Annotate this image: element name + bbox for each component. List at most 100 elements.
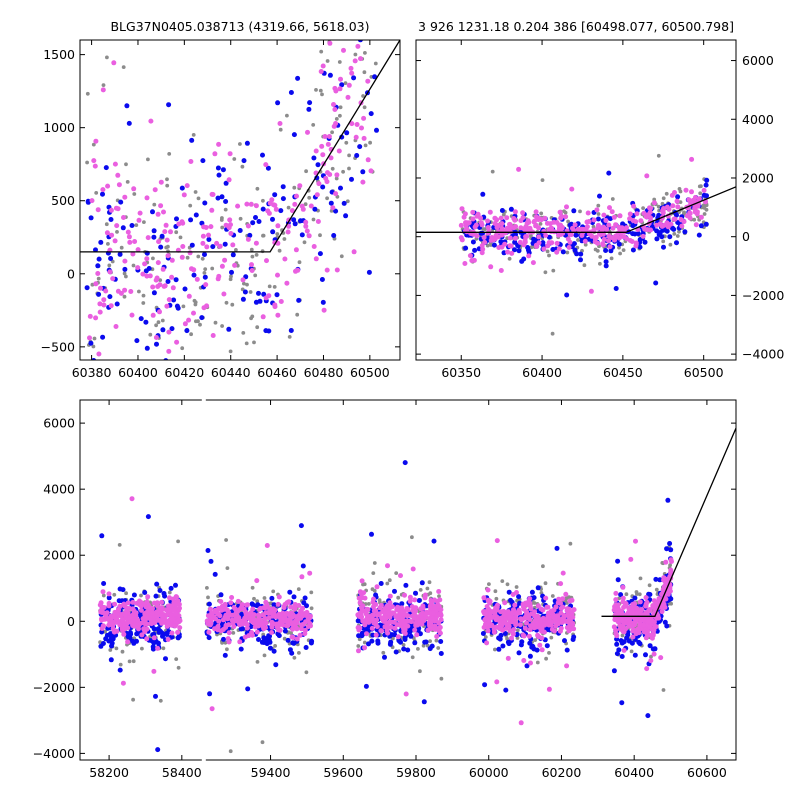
zoom-point [101,302,107,308]
full-point [387,593,393,599]
zoom-point [182,321,188,327]
zoom-point [354,122,360,127]
full-point [485,587,491,593]
full-point [502,600,508,606]
zoom-point [95,207,101,213]
full-point [417,619,422,625]
zoom-point [316,181,322,187]
zoom-point [315,219,321,224]
full-point [388,639,394,645]
full-point [407,594,413,600]
zoom-point [112,238,118,244]
full-point [130,599,136,605]
full-point [99,533,105,539]
full-point [366,602,371,606]
full-point [100,641,106,646]
full-point [519,639,525,645]
full-point [637,599,643,605]
zoom-series-2 [87,40,374,357]
wide-point [507,243,513,249]
zoom-point [242,281,246,286]
zoom-point [204,244,210,250]
wide-point [610,225,616,231]
full-point [547,651,551,655]
zoom-point [92,336,97,341]
zoom-point [115,206,121,212]
wide-point [648,227,654,233]
zoom-point [117,251,123,257]
full-point [416,598,422,603]
full-point [503,687,509,693]
zoom-point [85,160,89,165]
zoom-point [245,223,251,229]
zoom-point [156,239,162,245]
full-point [654,587,659,592]
full-point [546,618,552,624]
full-point [307,570,313,576]
zoom-point [108,303,114,309]
full-point [108,615,114,621]
full-point [135,617,141,623]
zoom-point [311,217,316,222]
full-point [357,637,362,642]
zoom-point [107,263,112,268]
full-point [388,624,394,630]
zoom-point [189,137,195,143]
wide-point [489,235,495,240]
full-point [103,629,107,634]
full-point [145,609,151,615]
full-point [294,636,300,642]
zoom-point [249,247,254,252]
zoom-point [97,309,103,315]
full-point [615,558,621,564]
full-point [157,588,163,593]
full-point [362,622,368,628]
full-point [402,460,408,466]
full-point [218,592,224,598]
full-point [437,630,443,636]
full-point [303,645,309,650]
full-point [614,633,620,639]
full-point [373,632,379,638]
zoom-point [141,301,146,305]
full-point [356,648,361,654]
full-point [632,652,638,658]
zoom-point [228,231,234,236]
zoom-point [360,169,366,175]
zoom-point [263,328,269,334]
full-point [407,629,413,635]
wide-point [678,217,684,222]
wide-point [470,239,476,245]
full-point [556,596,562,602]
zoom-point [314,192,320,198]
full-point [557,628,563,634]
wide-point [592,239,598,245]
full-point [228,600,234,606]
wide-point [524,234,530,239]
full-point [568,541,573,546]
full-point [171,607,177,613]
wide-point [458,222,464,228]
full-point [422,639,428,645]
zoom-point [143,319,149,325]
full-point [527,640,533,646]
zoom-point [142,220,146,225]
full-point [151,635,157,641]
wide-point [502,241,508,247]
full-point [363,683,369,689]
full-point [259,621,265,627]
full-point [637,592,642,597]
zoom-point [179,185,185,191]
zoom-point [250,220,256,226]
full-point [493,617,499,622]
full-point [362,640,367,645]
zoom-point [174,339,180,345]
zoom-point [200,233,206,239]
wide-point [704,177,710,183]
wide-point [656,153,661,158]
full-point [493,589,498,594]
full-point [554,545,560,551]
full-point [375,612,380,618]
full-point [359,578,365,584]
zoom-point [118,290,124,296]
